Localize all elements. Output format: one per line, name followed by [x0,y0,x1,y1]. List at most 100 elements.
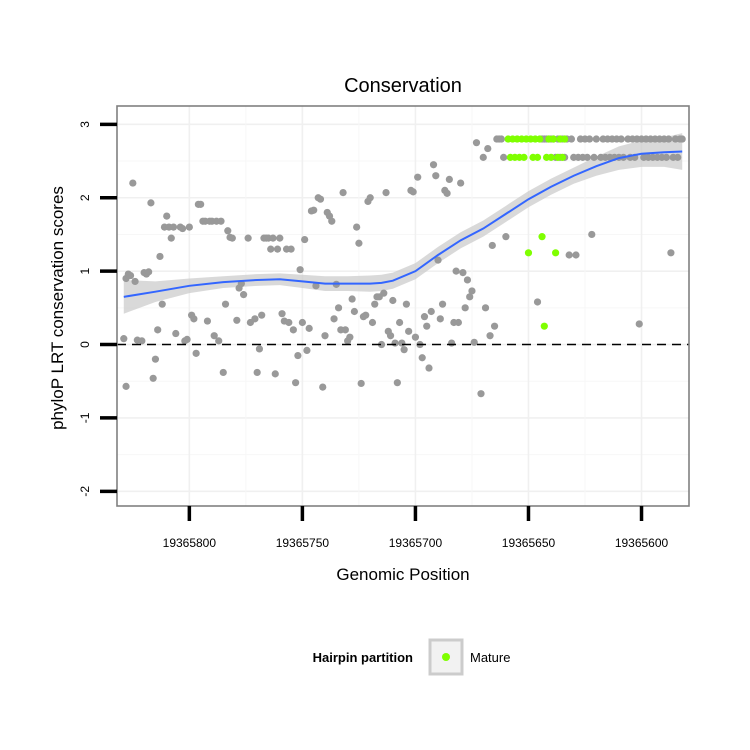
data-point [346,333,354,341]
mature-data-point [547,153,555,161]
data-point [567,135,576,143]
data-point [217,217,225,225]
data-point [240,291,248,299]
y-tick-label: 0 [78,341,92,348]
data-point [477,390,485,398]
data-point [368,318,377,327]
data-point [210,332,218,340]
legend-label-mature: Mature [470,650,510,665]
data-point [334,304,343,312]
data-point [380,289,388,297]
data-point [583,153,591,161]
data-point [362,311,370,319]
data-point [382,189,390,197]
y-axis-title: phyloP LRT conservation scores [48,186,67,430]
grid-lines [117,106,689,506]
data-point [389,296,397,305]
legend-key-mature-dot [442,653,450,661]
data-point [466,293,474,301]
data-point [145,268,153,276]
mature-data-point [536,135,544,143]
x-axis-title: Genomic Position [336,565,469,584]
data-point [126,271,135,280]
data-point [154,326,162,334]
data-point [355,239,363,247]
data-point [271,370,279,378]
data-point [158,300,166,308]
data-point [348,295,356,303]
data-point [316,195,325,203]
data-point [423,322,431,330]
data-point [221,300,230,308]
data-point [276,234,284,242]
data-point [310,206,318,214]
data-point [215,337,223,345]
data-point [427,307,435,316]
mature-data-point [558,153,566,161]
data-point [269,234,277,242]
data-point [452,267,460,275]
data-point [287,245,295,253]
data-point [674,153,682,161]
mature-data-point [549,135,557,143]
data-point [122,382,130,390]
data-point [350,307,358,316]
data-point [167,234,175,242]
data-point [570,153,578,161]
data-point [486,332,494,340]
data-point [251,315,259,323]
y-tick-label: 2 [78,194,92,201]
data-point [330,315,338,323]
data-point [303,346,311,355]
x-tick-label: 19365750 [276,536,330,550]
mature-data-point [520,153,528,161]
data-point [190,315,198,323]
data-point [429,161,438,169]
data-point [255,345,264,353]
data-point [470,338,478,346]
data-point [244,234,252,242]
data-point [490,322,499,330]
data-point [371,300,379,308]
data-point [341,326,349,334]
data-point [298,318,306,327]
data-point [481,304,490,312]
data-point [386,332,395,340]
mature-data-point [533,153,542,161]
data-point [273,245,282,253]
data-point [414,173,422,181]
data-point [409,188,417,196]
data-point [488,241,496,250]
y-tick-label: 3 [78,121,92,128]
x-tick-label: 19365650 [502,536,556,550]
data-point [366,194,374,202]
data-point [156,252,164,261]
data-point [163,212,171,220]
y-tick-label: -2 [78,486,92,497]
data-point [398,339,406,347]
data-point [203,317,212,325]
data-point [393,379,401,387]
data-point [588,230,596,239]
data-point [445,175,453,183]
data-point [267,245,275,253]
data-point [617,135,625,143]
data-point [197,200,205,208]
data-point [292,379,300,387]
data-point [590,153,598,161]
x-tick-label: 19365800 [163,536,217,550]
data-point [662,153,670,161]
data-point [169,223,178,231]
data-point [425,364,433,372]
data-point [357,379,365,388]
data-point [228,234,236,242]
data-point [533,298,542,306]
confidence-band [123,133,683,314]
data-point [468,287,476,295]
data-point [457,179,465,187]
x-axis: 19365800 19365750 19365700 19365650 19365600 [163,506,669,550]
data-point [339,189,347,197]
data-point [285,318,293,327]
data-point [500,153,508,161]
data-point [411,333,420,341]
